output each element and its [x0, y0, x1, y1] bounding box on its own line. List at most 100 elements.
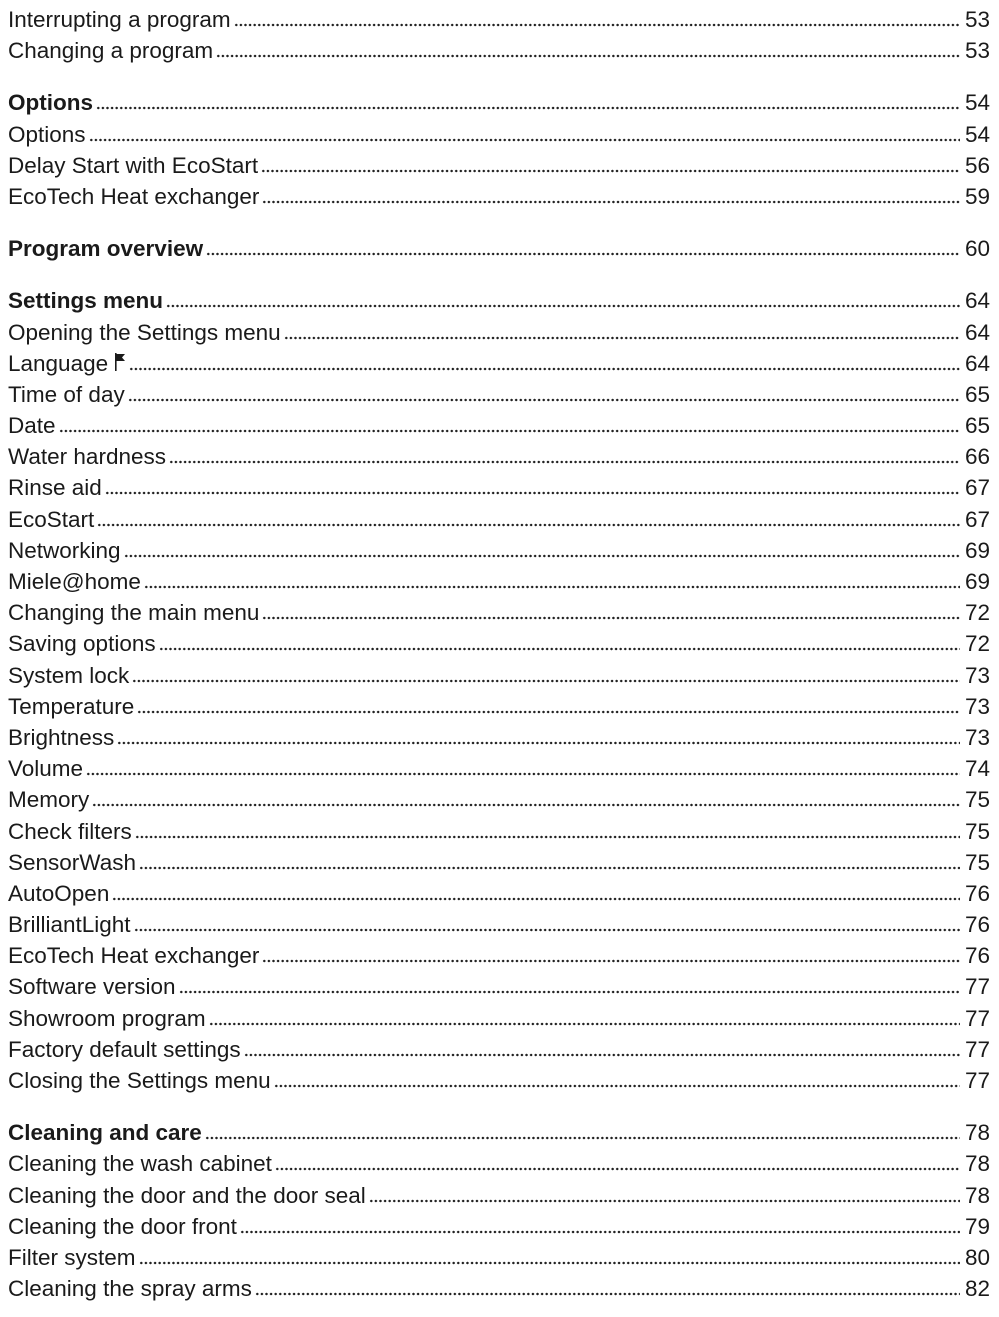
dot-leader	[208, 1017, 960, 1026]
page-number: 78	[964, 1120, 990, 1146]
dot-leader	[112, 892, 960, 901]
dot-leader	[254, 1288, 960, 1297]
entry-title: SensorWash	[8, 849, 136, 875]
entry-title: Cleaning the wash cabinet	[8, 1151, 272, 1177]
entry-title: Showroom program	[8, 1005, 206, 1031]
toc-section: Cleaning and care 78 Cleaning the wash cab…	[8, 1117, 990, 1304]
toc-entry: Opening the Settings menu 64	[8, 317, 990, 348]
flag-icon	[115, 352, 126, 371]
page-number: 77	[964, 1036, 990, 1062]
entry-title: Factory default settings	[8, 1036, 241, 1062]
dot-leader	[233, 19, 960, 27]
dot-leader	[97, 518, 960, 527]
dot-leader	[104, 487, 960, 496]
dot-leader	[143, 581, 960, 589]
page-number: 74	[964, 756, 990, 782]
page-number: 73	[964, 724, 990, 750]
toc-entry: Time of day 65	[8, 379, 990, 410]
entry-title: AutoOpen	[8, 880, 110, 906]
toc-heading: Program overview 60	[8, 233, 990, 264]
page-number: 76	[964, 943, 990, 969]
page-number: 77	[964, 1005, 990, 1031]
toc-entry: Check filters 75	[8, 816, 990, 847]
page-number: 72	[964, 600, 990, 626]
entry-title: Filter system	[8, 1244, 136, 1270]
page-number: 65	[964, 381, 990, 407]
dot-leader	[117, 736, 960, 745]
dot-leader	[133, 924, 960, 933]
dot-leader	[92, 799, 960, 808]
toc-entry: Miele@home 69	[8, 566, 990, 597]
entry-title: EcoTech Heat exchanger	[8, 183, 260, 209]
page-number: 79	[964, 1213, 990, 1239]
page-number: 73	[964, 662, 990, 688]
dot-leader	[368, 1194, 960, 1203]
toc-section: Options 54 Options 54 Delay Start with EcoSt…	[8, 87, 990, 212]
entry-title: Changing the main menu	[8, 600, 260, 626]
toc-entry: Filter system 80	[8, 1242, 990, 1273]
dot-leader	[138, 861, 960, 870]
toc-heading: Options 54	[8, 87, 990, 118]
toc-entry: Cleaning the door and the door seal 78	[8, 1180, 990, 1211]
toc-entry: Showroom program 77	[8, 1003, 990, 1034]
toc-entry: Saving options 72	[8, 628, 990, 659]
entry-title: Cleaning and care	[8, 1120, 202, 1146]
entry-title: Brightness	[8, 724, 115, 750]
entry-title: Opening the Settings menu	[8, 319, 281, 345]
entry-title: Time of day	[8, 381, 125, 407]
toc-entry: Factory default settings 77	[8, 1034, 990, 1065]
page-number: 72	[964, 631, 990, 657]
entry-title: BrilliantLight	[8, 912, 131, 938]
entry-title: Software version	[8, 974, 176, 1000]
dot-leader	[166, 300, 960, 309]
toc-entry: Temperature 73	[8, 691, 990, 722]
toc-entry: AutoOpen 76	[8, 878, 990, 909]
entry-title: Saving options	[8, 631, 156, 657]
page-number: 66	[964, 444, 990, 470]
entry-title: EcoTech Heat exchanger	[8, 943, 260, 969]
entry-title: Check filters	[8, 818, 132, 844]
entry-title: Delay Start with EcoStart	[8, 152, 259, 178]
dot-leader	[206, 248, 960, 257]
page-number: 65	[964, 413, 990, 439]
page-number: 77	[964, 974, 990, 1000]
page-number: 64	[964, 288, 990, 314]
toc-entry: BrilliantLight 76	[8, 909, 990, 940]
page-number: 67	[964, 506, 990, 532]
toc-entry: Cleaning the door front 79	[8, 1211, 990, 1242]
page-number: 54	[964, 90, 990, 116]
entry-title: System lock	[8, 662, 130, 688]
entry-title: Settings menu	[8, 288, 164, 314]
toc-entry: Water hardness 66	[8, 441, 990, 472]
toc-entry: Cleaning the wash cabinet 78	[8, 1148, 990, 1179]
page-number: 75	[964, 818, 990, 844]
toc-section: Settings menu 64 Opening the Settings menu…	[8, 285, 990, 1096]
page-number: 78	[964, 1182, 990, 1208]
entry-title: Cleaning the door front	[8, 1213, 237, 1239]
dot-leader	[123, 549, 960, 558]
entry-title: EcoStart	[8, 506, 95, 532]
dot-leader	[168, 456, 960, 465]
dot-leader	[132, 674, 960, 683]
dot-leader	[204, 1132, 960, 1141]
toc-entry: Volume 74	[8, 753, 990, 784]
dot-leader	[88, 133, 960, 142]
page-number: 78	[964, 1151, 990, 1177]
dot-leader	[261, 164, 960, 173]
page-number: 76	[964, 912, 990, 938]
entry-title: Temperature	[8, 693, 135, 719]
toc-entry: EcoTech Heat exchanger 59	[8, 181, 990, 212]
dot-leader	[58, 425, 960, 434]
toc-entry: Closing the Settings menu 77	[8, 1065, 990, 1096]
dot-leader	[158, 643, 960, 652]
dot-leader	[138, 1256, 960, 1265]
entry-title: Program overview	[8, 236, 204, 262]
page-number: 56	[964, 152, 990, 178]
page-number: 77	[964, 1068, 990, 1093]
dot-leader	[262, 612, 960, 621]
toc-entry: System lock 73	[8, 660, 990, 691]
dot-leader	[134, 830, 960, 839]
page-number: 80	[964, 1244, 990, 1270]
